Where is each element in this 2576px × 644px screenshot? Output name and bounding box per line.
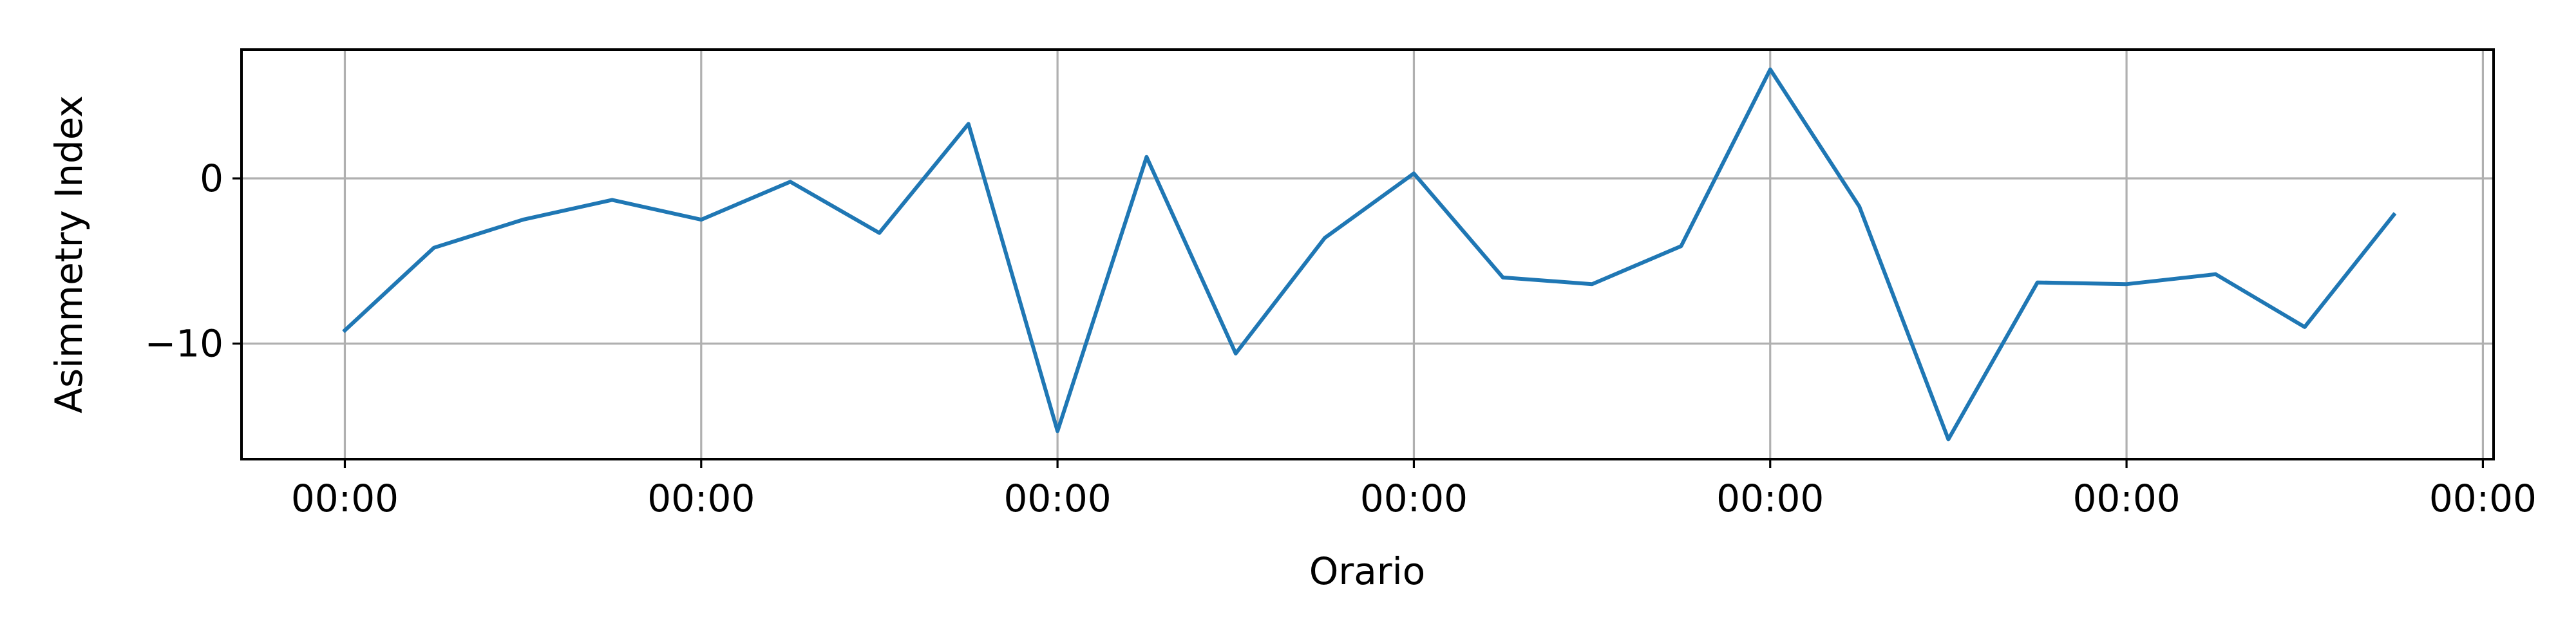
series-layer: [342, 67, 2397, 442]
y-tick-label: −10: [145, 321, 223, 365]
x-tick-label: 00:00: [1716, 477, 1824, 520]
plot-frame: [240, 48, 2495, 460]
y-axis-ticks: −10 0: [145, 156, 242, 365]
x-tick-label: 00:00: [2429, 477, 2537, 520]
grid-lines: [242, 50, 2494, 459]
x-tick-label: 00:00: [1004, 477, 1112, 520]
series-line: [342, 67, 2397, 442]
x-axis-ticks: 00:00 00:00 00:00 00:00 00:00 00:00 00:00: [291, 459, 2537, 520]
x-tick-label: 00:00: [647, 477, 755, 520]
x-axis-label: Orario: [1309, 549, 1426, 593]
x-tick-label: 00:00: [291, 477, 399, 520]
y-tick-label: 0: [200, 156, 223, 200]
x-tick-label: 00:00: [1360, 477, 1468, 520]
x-tick-label: 00:00: [2072, 477, 2180, 520]
y-axis-label: Asimmetry Index: [47, 95, 91, 413]
